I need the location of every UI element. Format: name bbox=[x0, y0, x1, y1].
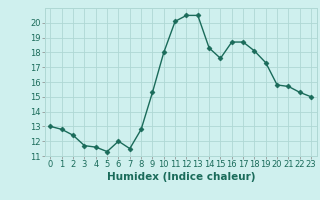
X-axis label: Humidex (Indice chaleur): Humidex (Indice chaleur) bbox=[107, 172, 255, 182]
